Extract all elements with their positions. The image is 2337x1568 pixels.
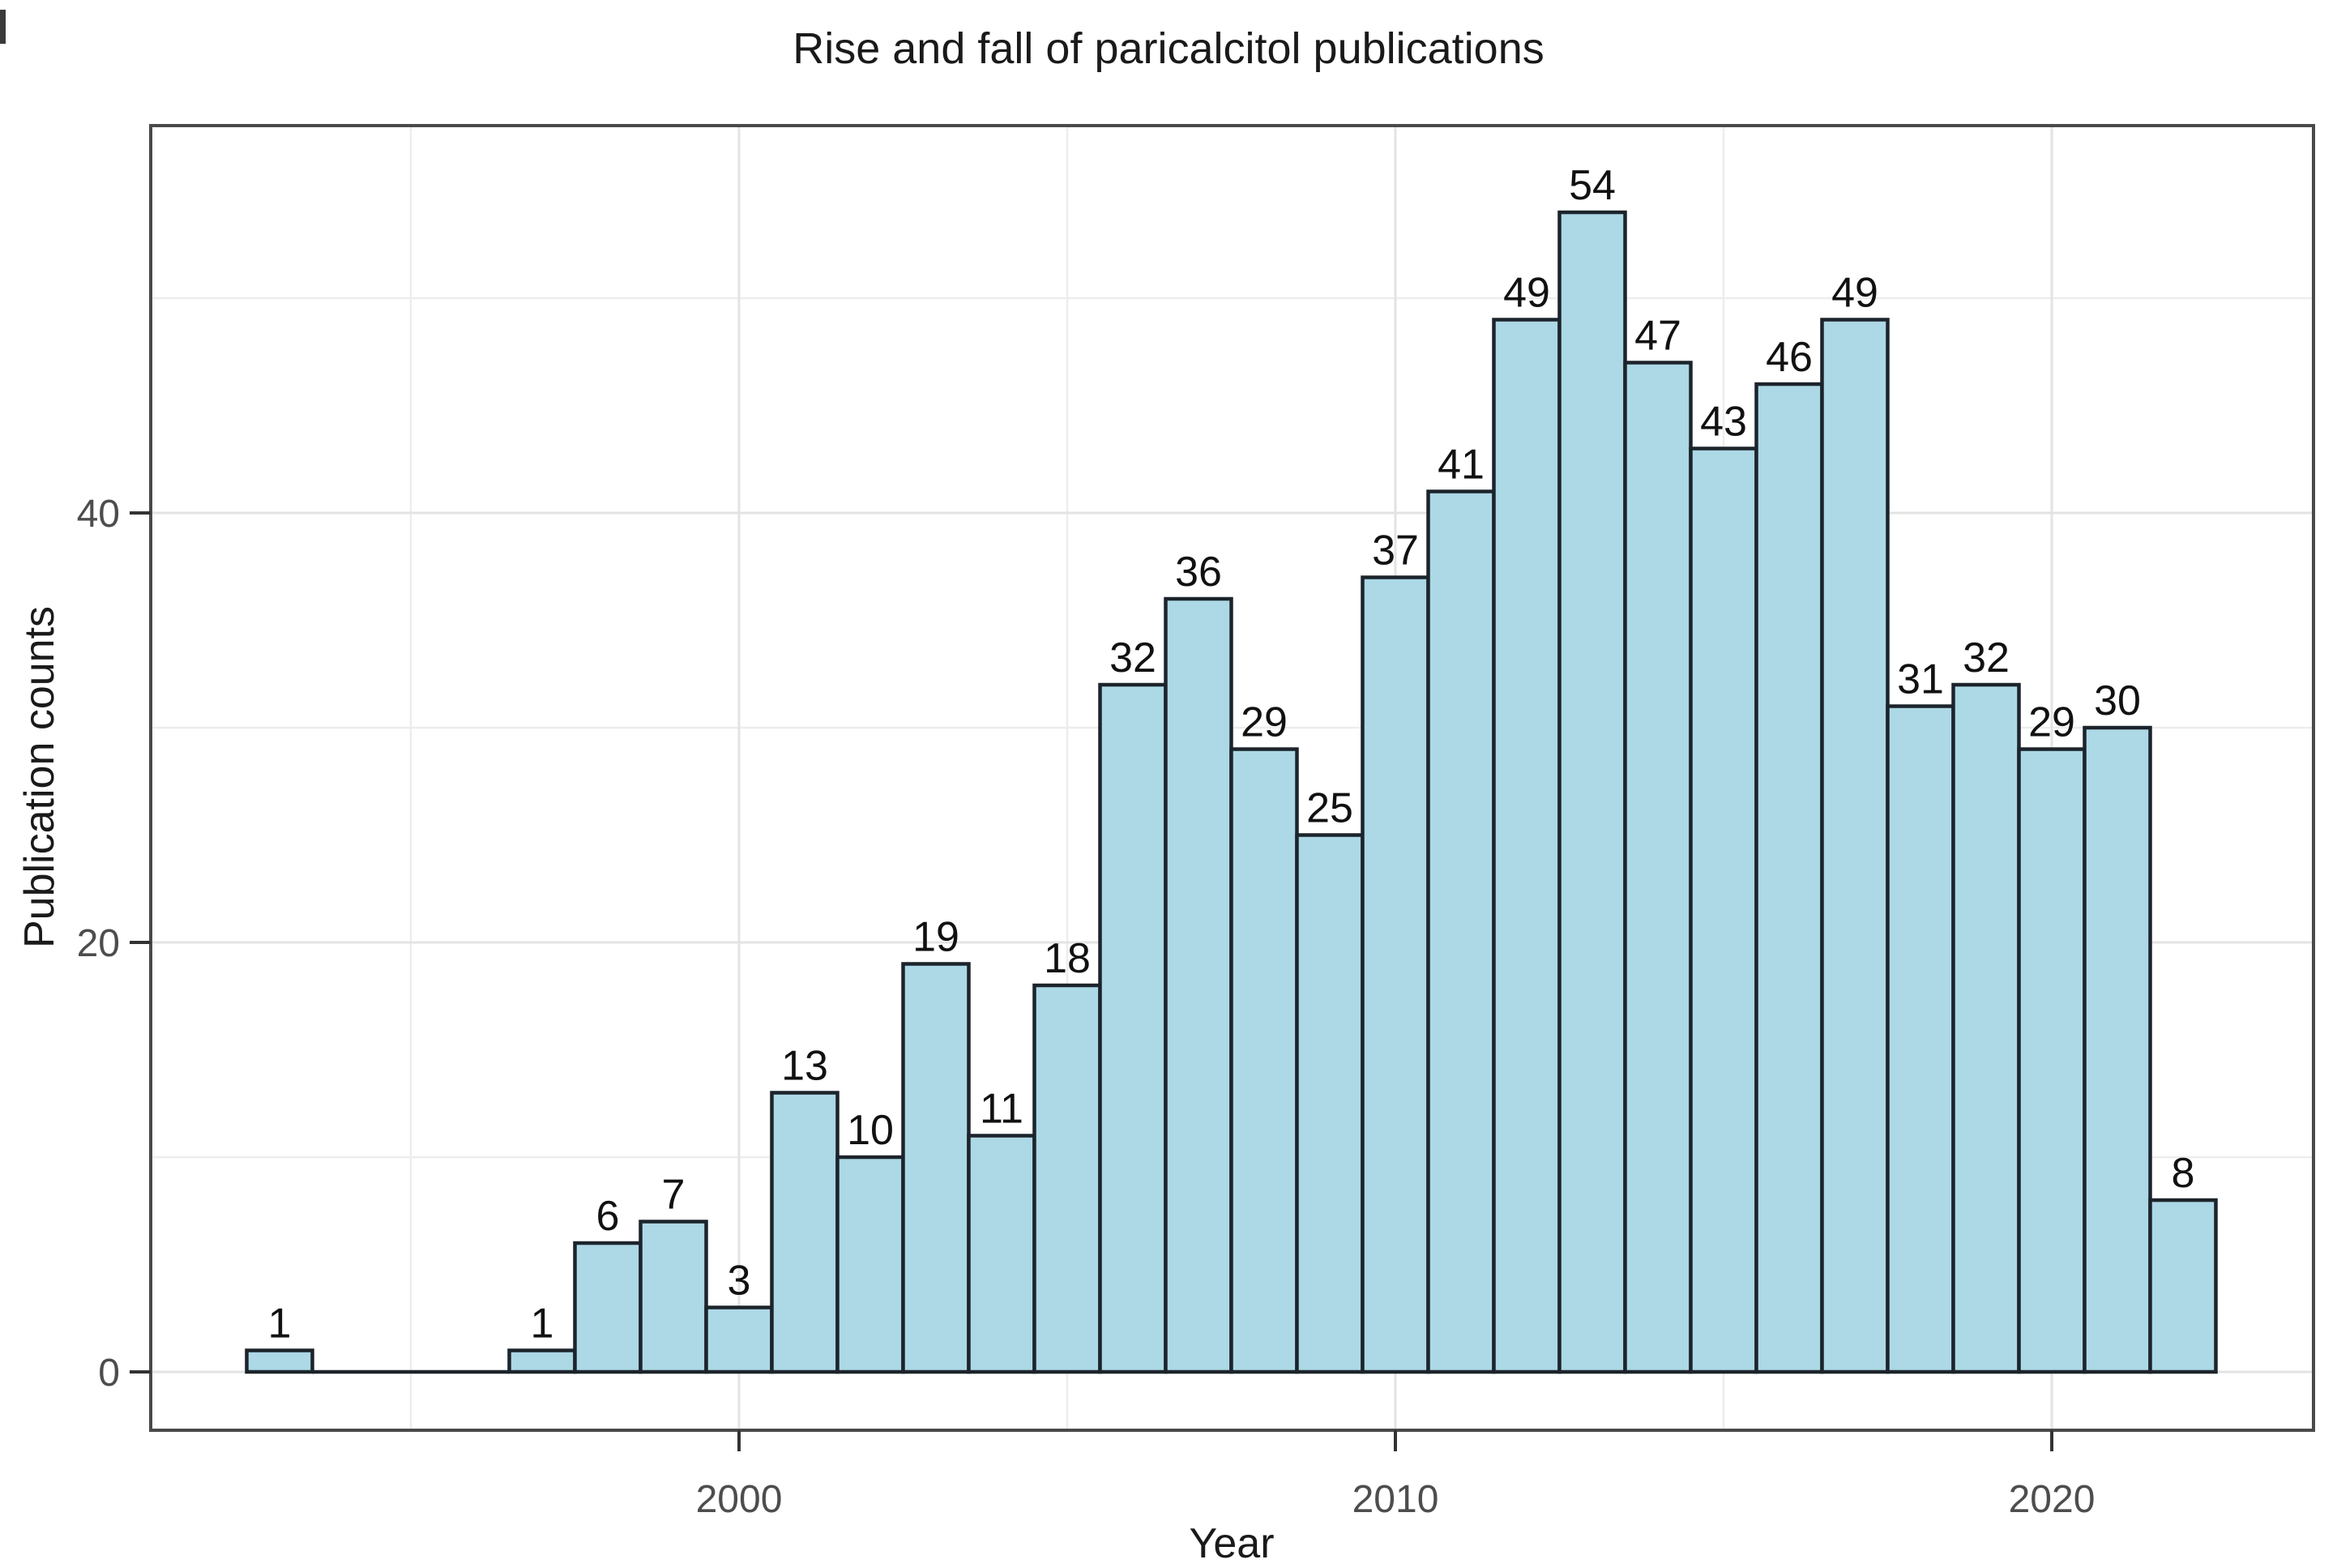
- bar-value-label-2002: 10: [847, 1107, 894, 1154]
- bar-2001: [770, 1091, 840, 1374]
- bar-2014: [1623, 361, 1693, 1374]
- bar-1999: [639, 1220, 708, 1374]
- bar-1998: [573, 1241, 643, 1374]
- bar-value-label-2003: 19: [912, 914, 959, 961]
- bar-2008: [1229, 747, 1299, 1374]
- bar-value-label-2004: 11: [980, 1086, 1023, 1133]
- bar-2016: [1754, 382, 1824, 1374]
- bar-value-label-2016: 46: [1766, 334, 1813, 381]
- bar-2000: [704, 1305, 774, 1374]
- bar-2007: [1164, 596, 1233, 1374]
- bar-2004: [967, 1134, 1036, 1374]
- bar-2019: [1951, 682, 2021, 1374]
- x-tick-label-2000: 2000: [696, 1478, 783, 1521]
- bar-value-label-2014: 47: [1634, 313, 1681, 360]
- edge-artifact: [0, 10, 6, 44]
- bar-2012: [1492, 318, 1562, 1374]
- bar-2018: [1886, 704, 1955, 1374]
- bar-2017: [1820, 318, 1890, 1374]
- chart-title: Rise and fall of paricalcitol publicatio…: [793, 24, 1544, 73]
- bar-2002: [835, 1155, 905, 1374]
- bar-2015: [1689, 446, 1758, 1374]
- bar-value-label-2021: 30: [2094, 677, 2141, 724]
- bar-value-label-2013: 54: [1569, 162, 1616, 209]
- bar-value-label-2020: 29: [2028, 699, 2075, 746]
- bar-2021: [2083, 725, 2152, 1374]
- bar-value-label-2009: 25: [1306, 785, 1353, 832]
- bar-value-label-2001: 13: [781, 1043, 828, 1090]
- bar-value-label-2019: 32: [1963, 634, 2010, 681]
- bar-value-label-1997: 1: [531, 1301, 554, 1348]
- bar-2022: [2148, 1198, 2218, 1374]
- y-tick-label-40: 40: [77, 493, 120, 536]
- bar-value-label-2012: 49: [1503, 270, 1550, 317]
- bar-value-label-2007: 36: [1175, 549, 1222, 596]
- plot-area: 1 16 7313101911183236292537414954474346493…: [77, 124, 2315, 1521]
- x-axis-title: Year: [1189, 1520, 1274, 1567]
- bar-value-label-2005: 18: [1044, 935, 1091, 982]
- bar-value-label-2022: 8: [2172, 1150, 2195, 1197]
- bar-value-label-2017: 49: [1831, 270, 1878, 317]
- y-axis-title: Publication counts: [16, 606, 63, 948]
- bar-value-label-1999: 7: [662, 1172, 686, 1219]
- bar-2013: [1557, 210, 1627, 1374]
- y-tick-label-20: 20: [77, 922, 120, 965]
- bar-value-label-2010: 37: [1372, 528, 1419, 575]
- bar-value-label-2011: 41: [1438, 442, 1485, 489]
- bar-value-label-2015: 43: [1700, 399, 1747, 446]
- bar-2010: [1361, 575, 1430, 1374]
- bar-2009: [1295, 833, 1365, 1374]
- bar-1993: [245, 1348, 314, 1374]
- bar-2011: [1426, 489, 1496, 1374]
- panel-border: [149, 124, 2315, 1432]
- x-tick-label-2010: 2010: [1352, 1478, 1439, 1521]
- bar-value-label-1998: 6: [596, 1193, 620, 1240]
- y-tick-label-0: 0: [98, 1352, 120, 1395]
- bar-1997: [507, 1348, 577, 1374]
- bar-value-label-2008: 29: [1241, 699, 1288, 746]
- bar-value-label-2000: 3: [728, 1258, 751, 1305]
- bar-2005: [1032, 983, 1102, 1374]
- bar-2006: [1098, 682, 1168, 1374]
- bar-2020: [2017, 747, 2087, 1374]
- bar-value-label-2006: 32: [1109, 634, 1156, 681]
- bar-2003: [901, 962, 971, 1374]
- x-tick-label-2020: 2020: [2009, 1478, 2096, 1521]
- bar-value-label-1993: 1: [268, 1301, 292, 1348]
- bar-value-label-2018: 31: [1897, 656, 1944, 703]
